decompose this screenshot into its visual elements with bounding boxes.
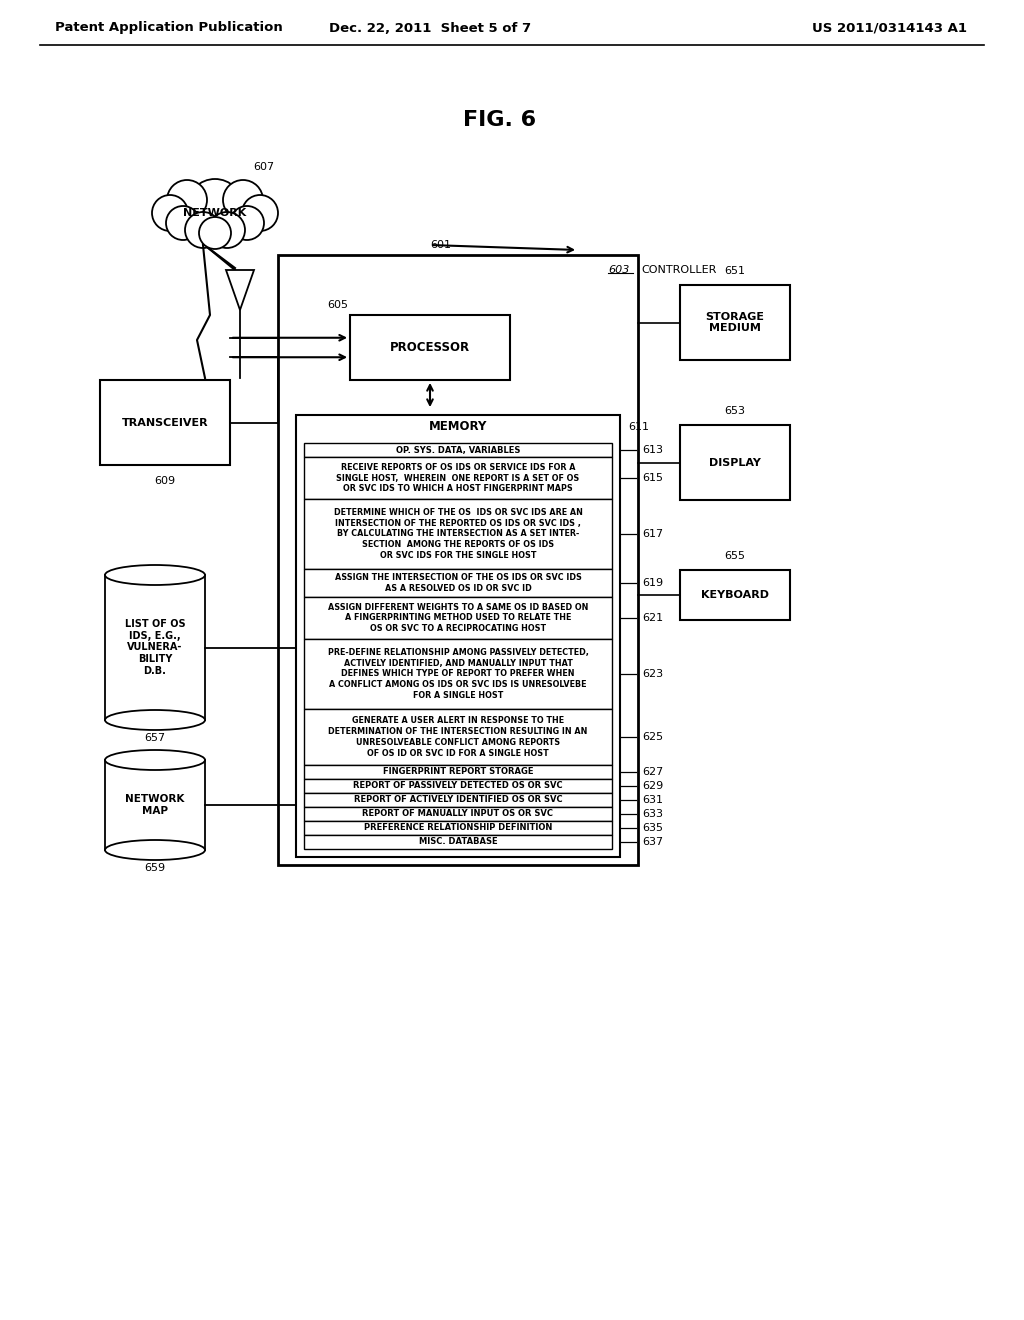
Text: 651: 651 xyxy=(725,267,745,276)
Bar xyxy=(304,807,612,821)
Circle shape xyxy=(199,216,231,249)
Circle shape xyxy=(185,213,221,248)
Text: REPORT OF PASSIVELY DETECTED OS OR SVC: REPORT OF PASSIVELY DETECTED OS OR SVC xyxy=(353,781,563,791)
Text: OP. SYS. DATA, VARIABLES: OP. SYS. DATA, VARIABLES xyxy=(396,446,520,454)
Text: 657: 657 xyxy=(144,733,166,743)
Text: STORAGE
MEDIUM: STORAGE MEDIUM xyxy=(706,312,765,333)
Text: PREFERENCE RELATIONSHIP DEFINITION: PREFERENCE RELATIONSHIP DEFINITION xyxy=(364,824,552,833)
Text: 631: 631 xyxy=(642,795,663,805)
Bar xyxy=(304,779,612,793)
Text: 601: 601 xyxy=(430,240,451,249)
Text: 613: 613 xyxy=(642,445,663,455)
Text: 603: 603 xyxy=(608,265,630,275)
Text: 625: 625 xyxy=(642,733,664,742)
Ellipse shape xyxy=(105,565,205,585)
Text: TRANSCEIVER: TRANSCEIVER xyxy=(122,417,208,428)
Ellipse shape xyxy=(105,750,205,770)
Text: DISPLAY: DISPLAY xyxy=(709,458,761,467)
Text: PRE-DEFINE RELATIONSHIP AMONG PASSIVELY DETECTED,
ACTIVELY IDENTIFIED, AND MANUA: PRE-DEFINE RELATIONSHIP AMONG PASSIVELY … xyxy=(328,648,589,700)
Bar xyxy=(304,821,612,836)
Text: RECEIVE REPORTS OF OS IDS OR SERVICE IDS FOR A
SINGLE HOST,  WHEREIN  ONE REPORT: RECEIVE REPORTS OF OS IDS OR SERVICE IDS… xyxy=(336,463,580,494)
Text: 619: 619 xyxy=(642,578,664,587)
Text: 617: 617 xyxy=(642,529,664,539)
Text: FIG. 6: FIG. 6 xyxy=(464,110,537,129)
Bar xyxy=(105,760,205,850)
Bar xyxy=(105,576,205,719)
Text: NETWORK
MAP: NETWORK MAP xyxy=(125,795,184,816)
Circle shape xyxy=(223,180,263,220)
Text: LIST OF OS
IDS, E.G.,
VULNERA-
BILITY
D.B.: LIST OF OS IDS, E.G., VULNERA- BILITY D.… xyxy=(125,619,185,676)
Text: 605: 605 xyxy=(327,300,348,310)
Text: 607: 607 xyxy=(253,162,274,172)
Bar xyxy=(680,570,790,620)
Text: 611: 611 xyxy=(628,422,649,432)
Text: PROCESSOR: PROCESSOR xyxy=(390,341,470,354)
Text: US 2011/0314143 A1: US 2011/0314143 A1 xyxy=(812,21,968,34)
Bar xyxy=(304,766,612,779)
Circle shape xyxy=(167,180,207,220)
Text: 627: 627 xyxy=(642,767,664,777)
Bar xyxy=(680,285,790,360)
Text: 621: 621 xyxy=(642,612,664,623)
Bar xyxy=(304,499,612,569)
Bar xyxy=(304,444,612,457)
Text: MEMORY: MEMORY xyxy=(429,421,487,433)
Text: 615: 615 xyxy=(642,473,663,483)
Bar xyxy=(304,569,612,597)
Text: 659: 659 xyxy=(144,863,166,873)
Bar xyxy=(304,709,612,766)
Text: 633: 633 xyxy=(642,809,663,818)
Bar xyxy=(278,255,638,865)
Bar xyxy=(304,457,612,499)
Text: NETWORK: NETWORK xyxy=(183,209,247,218)
Text: 655: 655 xyxy=(725,550,745,561)
Bar xyxy=(680,425,790,500)
Circle shape xyxy=(230,206,264,240)
Bar xyxy=(304,597,612,639)
Text: 653: 653 xyxy=(725,407,745,416)
Circle shape xyxy=(187,180,243,235)
Text: 609: 609 xyxy=(155,477,175,486)
Text: FINGERPRINT REPORT STORAGE: FINGERPRINT REPORT STORAGE xyxy=(383,767,534,776)
Circle shape xyxy=(166,206,200,240)
Text: REPORT OF MANUALLY INPUT OS OR SVC: REPORT OF MANUALLY INPUT OS OR SVC xyxy=(362,809,554,818)
Text: ASSIGN DIFFERENT WEIGHTS TO A SAME OS ID BASED ON
A FINGERPRINTING METHOD USED T: ASSIGN DIFFERENT WEIGHTS TO A SAME OS ID… xyxy=(328,603,588,634)
Bar xyxy=(304,793,612,807)
Text: Dec. 22, 2011  Sheet 5 of 7: Dec. 22, 2011 Sheet 5 of 7 xyxy=(329,21,531,34)
Text: CONTROLLER: CONTROLLER xyxy=(641,265,717,275)
Circle shape xyxy=(152,195,188,231)
Text: REPORT OF ACTIVELY IDENTIFIED OS OR SVC: REPORT OF ACTIVELY IDENTIFIED OS OR SVC xyxy=(353,796,562,804)
Circle shape xyxy=(242,195,278,231)
Text: MISC. DATABASE: MISC. DATABASE xyxy=(419,837,498,846)
Bar xyxy=(350,315,510,380)
Text: KEYBOARD: KEYBOARD xyxy=(701,590,769,601)
Text: 637: 637 xyxy=(642,837,664,847)
Bar xyxy=(296,414,620,857)
Ellipse shape xyxy=(105,840,205,861)
Text: ASSIGN THE INTERSECTION OF THE OS IDS OR SVC IDS
AS A RESOLVED OS ID OR SVC ID: ASSIGN THE INTERSECTION OF THE OS IDS OR… xyxy=(335,573,582,593)
Text: 623: 623 xyxy=(642,669,664,678)
Polygon shape xyxy=(226,271,254,310)
Bar xyxy=(304,639,612,709)
Bar xyxy=(100,380,230,465)
Bar xyxy=(304,836,612,849)
Text: DETERMINE WHICH OF THE OS  IDS OR SVC IDS ARE AN
INTERSECTION OF THE REPORTED OS: DETERMINE WHICH OF THE OS IDS OR SVC IDS… xyxy=(334,508,583,560)
Circle shape xyxy=(209,213,245,248)
Text: GENERATE A USER ALERT IN RESPONSE TO THE
DETERMINATION OF THE INTERSECTION RESUL: GENERATE A USER ALERT IN RESPONSE TO THE… xyxy=(329,717,588,758)
Text: 629: 629 xyxy=(642,781,664,791)
Text: Patent Application Publication: Patent Application Publication xyxy=(55,21,283,34)
Text: 635: 635 xyxy=(642,822,663,833)
Ellipse shape xyxy=(105,710,205,730)
